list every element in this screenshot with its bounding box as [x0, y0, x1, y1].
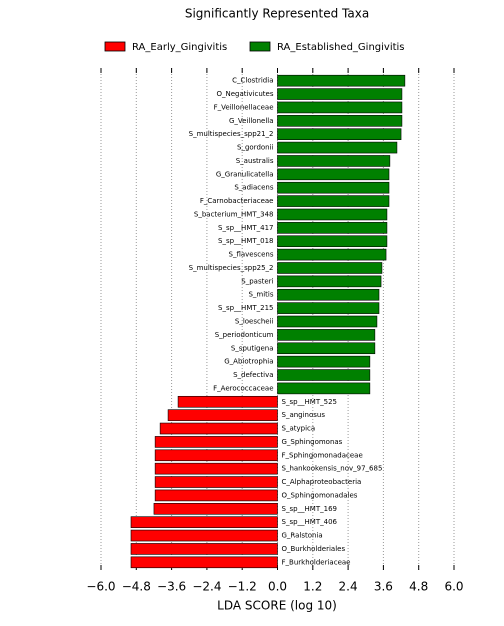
x-tick-label: −6.0 [86, 580, 115, 594]
bar [277, 235, 388, 248]
category-label: O_Sphingomonadales [282, 491, 358, 499]
category-label: S_atypica [282, 425, 316, 433]
bar [277, 222, 388, 234]
bar [277, 342, 376, 355]
bar [154, 476, 278, 488]
category-label: S_sp__HMT_215 [218, 304, 273, 312]
category-label: S_sp__HMT_169 [282, 505, 337, 513]
x-tick-label: −1.2 [228, 580, 257, 594]
bar [130, 529, 278, 542]
category-label: S_hankookensis_nov_97_685 [282, 465, 383, 473]
legend-label: RA_Early_Gingivitis [132, 42, 227, 53]
category-label: F_Burkholderiaceae [282, 558, 351, 566]
bar [130, 543, 278, 555]
x-tick-label: 4.8 [409, 580, 428, 594]
x-tick-label: 2.4 [339, 580, 358, 594]
bar [277, 275, 382, 288]
category-label: S_sputigena [231, 344, 274, 352]
bar [277, 288, 380, 301]
category-label: F_Aerococcaceae [213, 384, 273, 392]
bar [277, 115, 403, 127]
chart-title: Significantly Represented Taxa [185, 7, 369, 21]
bar [154, 489, 278, 502]
category-label: S_mitis [248, 291, 273, 299]
bar [277, 302, 380, 314]
bar [277, 181, 390, 194]
bar [277, 88, 403, 100]
category-label: F_Veillonellaceae [214, 103, 274, 111]
category-label: S_sp__HMT_525 [282, 398, 337, 406]
bar [277, 155, 391, 167]
category-label: S_sp__HMT_406 [282, 518, 338, 526]
category-label: G_Sphingomonas [282, 438, 343, 446]
bar [277, 329, 376, 341]
x-tick-label: 0.0 [268, 580, 287, 594]
bar [167, 409, 278, 421]
x-tick-label: −3.6 [157, 580, 186, 594]
category-label: G_Abiotrophia [224, 358, 273, 366]
bar [277, 315, 378, 328]
category-label: S_adiacens [234, 184, 274, 192]
x-tick-label: 1.2 [303, 580, 322, 594]
bar [277, 369, 371, 381]
category-label: O_Negativicutes [216, 90, 273, 98]
bar [277, 208, 388, 221]
bar [154, 449, 278, 462]
bar [277, 74, 406, 87]
x-tick-label: −2.4 [192, 580, 221, 594]
category-label: S_pasteri [241, 277, 273, 285]
legend-swatch [249, 41, 271, 52]
x-axis-label: LDA SCORE (log 10) [217, 599, 337, 613]
bar [277, 382, 371, 395]
x-tick-label: −4.8 [122, 580, 151, 594]
bar [277, 355, 371, 368]
category-label: S_flavescens [229, 251, 274, 259]
category-label: S_periodonticum [215, 331, 274, 339]
category-label: S_gordonii [237, 144, 274, 152]
category-label: G_Granulicatella [216, 170, 274, 178]
category-label: C_Clostridia [232, 77, 273, 85]
bar [153, 503, 278, 515]
category-label: S_multispecies_spp21_2 [189, 130, 274, 138]
bar [277, 262, 383, 274]
bar [277, 141, 398, 154]
bar [277, 101, 403, 114]
bar [277, 128, 402, 140]
category-label: S_bacterium_HMT_348 [194, 210, 274, 218]
category-label: O_Burkholderiales [282, 545, 346, 553]
category-label: S_australis [236, 157, 274, 165]
x-tick-label: 3.6 [374, 580, 393, 594]
bar [154, 436, 278, 448]
category-label: S_defectiva [233, 371, 273, 379]
bar [154, 462, 278, 475]
bar [277, 195, 390, 207]
bar [159, 422, 278, 435]
bar [177, 395, 278, 408]
category-label: S_anginosus [282, 411, 326, 419]
category-label: C_Alphaproteobacteria [282, 478, 362, 486]
category-label: G_Ralstonia [282, 532, 323, 540]
bar [277, 168, 390, 181]
legend-label: RA_Established_Gingivitis [277, 42, 405, 53]
x-tick-label: 6.0 [444, 580, 463, 594]
category-label: F_Sphingomonadaceae [282, 451, 363, 459]
category-label: S_multispecies_spp25_2 [189, 264, 274, 272]
category-label: F_Carnobacteriaceae [200, 197, 274, 205]
category-label: G_Veillonella [229, 117, 274, 125]
bar [277, 248, 387, 261]
bar [130, 516, 278, 528]
category-label: S_sp__HMT_018 [218, 237, 273, 245]
legend-swatch [104, 41, 126, 52]
category-label: S_sp__HMT_417 [218, 224, 273, 232]
category-label: S_loescheii [235, 318, 274, 326]
bar [130, 556, 278, 569]
